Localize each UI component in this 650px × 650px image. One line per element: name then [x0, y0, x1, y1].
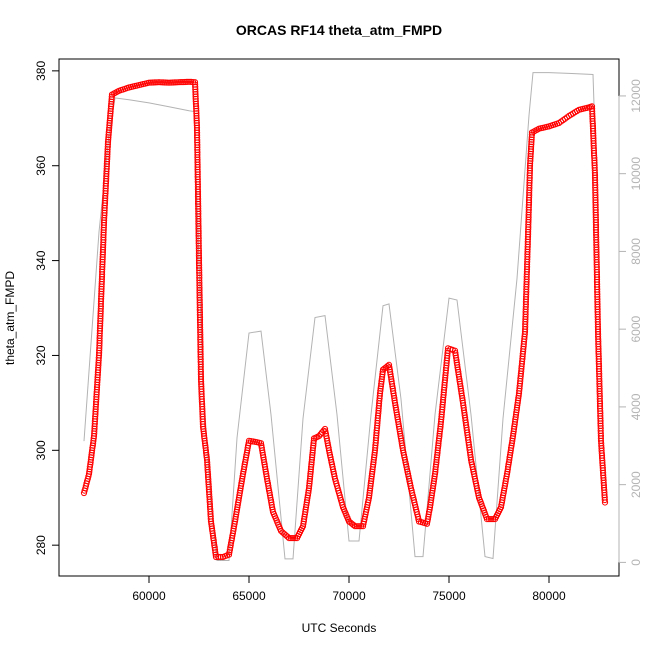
points-group [80, 78, 609, 561]
y2-tick-label: 6000 [629, 315, 643, 342]
data-point [163, 79, 171, 86]
data-point [289, 535, 297, 542]
data-point [159, 79, 167, 86]
data-point [161, 79, 169, 86]
data-point [151, 79, 159, 86]
y-axis-label: theta_atm_FMPD [3, 271, 17, 365]
y2-tick-label: 8000 [629, 238, 643, 265]
data-point [155, 79, 163, 86]
data-point [169, 79, 177, 86]
data-point [173, 79, 181, 86]
data-point [171, 79, 179, 86]
data-point [379, 368, 386, 376]
y-tick-label: 300 [34, 440, 48, 460]
y-tick-label: 280 [34, 535, 48, 555]
y2-tick-label: 12000 [629, 79, 643, 113]
x-tick-label: 65000 [232, 589, 266, 603]
data-point [183, 78, 191, 86]
data-point [601, 499, 609, 506]
data-point [287, 535, 295, 542]
data-point [285, 535, 293, 542]
data-point [353, 523, 361, 530]
right-axis-series-line [83, 72, 596, 561]
data-point [315, 433, 323, 440]
data-point [351, 523, 359, 530]
data-point [147, 79, 155, 86]
data-point [179, 79, 187, 86]
x-tick-label: 70000 [332, 589, 366, 603]
right-axis-series-group [83, 72, 596, 561]
y2-tick-label: 4000 [629, 393, 643, 420]
data-point [310, 437, 317, 444]
data-point [167, 79, 175, 86]
y2-tick-label: 10000 [629, 157, 643, 191]
y-tick-label: 380 [34, 61, 48, 81]
data-point [157, 79, 165, 86]
data-point [145, 79, 153, 86]
data-point [318, 429, 326, 436]
data-point [350, 521, 357, 529]
x-tick-label: 75000 [432, 589, 466, 603]
data-point [153, 79, 161, 86]
data-point [149, 79, 157, 86]
data-point [487, 516, 495, 523]
y-axis: 280 300 320 340 360 380 [34, 61, 60, 555]
y-tick-label: 360 [34, 155, 48, 175]
y2-axis: 0 2000 4000 6000 8000 10000 12000 [618, 79, 643, 566]
data-point [483, 516, 491, 523]
data-point [217, 553, 224, 561]
chart-title: ORCAS RF14 theta_atm_FMPD [236, 22, 442, 38]
data-point [601, 496, 608, 504]
data-point [284, 533, 291, 540]
x-tick-label: 80000 [532, 589, 566, 603]
data-point [181, 78, 189, 86]
data-point [108, 93, 115, 101]
data-point [185, 78, 193, 85]
x-axis-label: UTC Seconds [302, 621, 377, 635]
data-point [485, 516, 493, 523]
x-tick-label: 60000 [132, 589, 166, 603]
data-point [177, 79, 185, 86]
y-tick-label: 340 [34, 250, 48, 270]
y2-tick-label: 2000 [629, 471, 643, 498]
data-point [165, 79, 173, 86]
data-point [528, 131, 536, 138]
y2-tick-label: 0 [629, 559, 643, 566]
data-point [175, 79, 183, 86]
x-axis: 60000 65000 70000 75000 80000 [132, 575, 566, 603]
y-tick-label: 320 [34, 345, 48, 365]
